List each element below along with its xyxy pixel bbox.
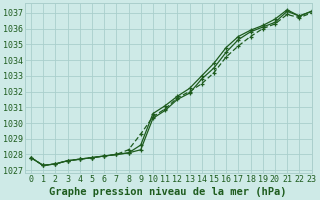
X-axis label: Graphe pression niveau de la mer (hPa): Graphe pression niveau de la mer (hPa) (50, 186, 287, 197)
